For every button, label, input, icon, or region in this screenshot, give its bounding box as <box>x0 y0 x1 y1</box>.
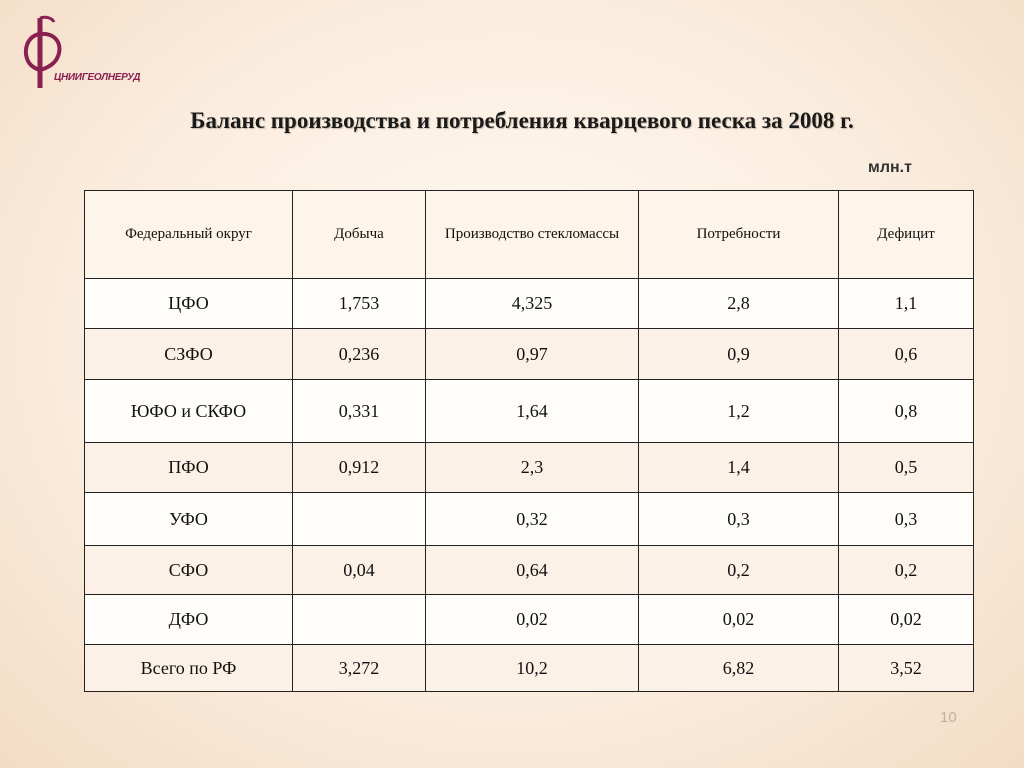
cell-region: СЗФО <box>84 328 293 380</box>
cell-extraction: 3,272 <box>292 644 426 692</box>
cell-demand: 0,2 <box>638 545 839 595</box>
cell-extraction: 1,753 <box>292 278 426 329</box>
logo-mark-icon <box>23 15 62 88</box>
cell-glass-production: 0,64 <box>425 545 639 595</box>
cell-region: СФО <box>84 545 293 595</box>
cell-deficit: 0,02 <box>838 594 974 645</box>
slide-title: Баланс производства и потребления кварце… <box>190 108 854 133</box>
cell-deficit: 0,5 <box>838 442 974 493</box>
table-row: ЮФО и СКФО 0,331 1,64 1,2 0,8 <box>84 379 974 443</box>
table-row-total: Всего по РФ 3,272 10,2 6,82 3,52 <box>84 644 974 692</box>
cell-glass-production: 1,64 <box>425 379 639 443</box>
cell-demand: 1,2 <box>638 379 839 443</box>
cell-demand: 2,8 <box>638 278 839 329</box>
header-demand: Потребности <box>638 190 839 279</box>
cell-demand: 6,82 <box>638 644 839 692</box>
header-glass-production: Производство стекломассы <box>425 190 639 279</box>
cell-deficit: 0,2 <box>838 545 974 595</box>
cell-extraction: 0,912 <box>292 442 426 493</box>
table-row: ПФО 0,912 2,3 1,4 0,5 <box>84 442 974 493</box>
cell-extraction <box>292 594 426 645</box>
cell-glass-production: 0,97 <box>425 328 639 380</box>
cell-extraction: 0,04 <box>292 545 426 595</box>
header-federal-district: Федеральный округ <box>84 190 293 279</box>
cell-glass-production: 0,02 <box>425 594 639 645</box>
cell-region: ЮФО и СКФО <box>84 379 293 443</box>
company-logo: ЦНИИГЕОЛНЕРУД <box>18 14 141 94</box>
cell-region: ЦФО <box>84 278 293 329</box>
unit-label: млн.т <box>868 159 912 176</box>
cell-deficit: 0,3 <box>838 492 974 546</box>
cell-extraction <box>292 492 426 546</box>
logo-text: ЦНИИГЕОЛНЕРУД <box>54 72 141 83</box>
header-extraction: Добыча <box>292 190 426 279</box>
table-row: СЗФО 0,236 0,97 0,9 0,6 <box>84 328 974 380</box>
cell-region: Всего по РФ <box>84 644 293 692</box>
cell-demand: 0,9 <box>638 328 839 380</box>
cell-region: ДФО <box>84 594 293 645</box>
table-row: ЦФО 1,753 4,325 2,8 1,1 <box>84 278 974 329</box>
cell-glass-production: 4,325 <box>425 278 639 329</box>
header-deficit: Дефицит <box>838 190 974 279</box>
table-header-row: Федеральный округ Добыча Производство ст… <box>84 190 974 279</box>
cell-extraction: 0,331 <box>292 379 426 443</box>
balance-table: Федеральный округ Добыча Производство ст… <box>84 190 974 692</box>
table-row: ДФО 0,02 0,02 0,02 <box>84 594 974 645</box>
cell-deficit: 0,8 <box>838 379 974 443</box>
page-number: 10 <box>940 709 957 726</box>
cell-glass-production: 2,3 <box>425 442 639 493</box>
cell-demand: 0,3 <box>638 492 839 546</box>
table-row: УФО 0,32 0,3 0,3 <box>84 492 974 546</box>
table-row: СФО 0,04 0,64 0,2 0,2 <box>84 545 974 595</box>
cell-extraction: 0,236 <box>292 328 426 380</box>
cell-deficit: 0,6 <box>838 328 974 380</box>
cell-glass-production: 10,2 <box>425 644 639 692</box>
cell-region: ПФО <box>84 442 293 493</box>
cell-glass-production: 0,32 <box>425 492 639 546</box>
cell-deficit: 1,1 <box>838 278 974 329</box>
cell-region: УФО <box>84 492 293 546</box>
cell-demand: 1,4 <box>638 442 839 493</box>
cell-demand: 0,02 <box>638 594 839 645</box>
cell-deficit: 3,52 <box>838 644 974 692</box>
